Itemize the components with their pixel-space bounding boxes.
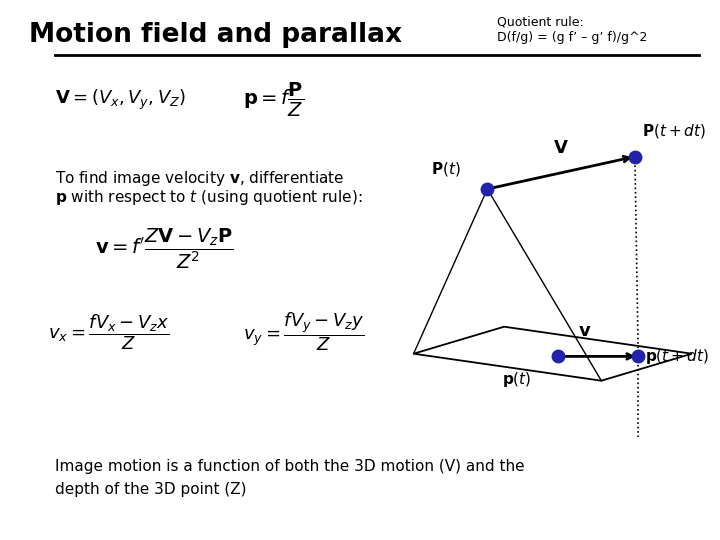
Text: Motion field and parallax: Motion field and parallax: [30, 22, 402, 48]
Text: $\mathbf{V} = (V_x, V_y, V_Z)$: $\mathbf{V} = (V_x, V_y, V_Z)$: [55, 88, 186, 112]
Text: D(f/g) = (g f’ – g’ f)/g^2: D(f/g) = (g f’ – g’ f)/g^2: [498, 31, 648, 44]
Text: $v_y = \dfrac{fV_y - V_z y}{Z}$: $v_y = \dfrac{fV_y - V_z y}{Z}$: [243, 311, 364, 353]
Text: $\mathbf{v}$: $\mathbf{v}$: [578, 322, 591, 340]
Text: $\mathbf{V}$: $\mathbf{V}$: [553, 139, 569, 157]
Text: To find image velocity $\mathbf{v}$, differentiate: To find image velocity $\mathbf{v}$, dif…: [55, 168, 344, 188]
Text: $\mathbf{p} = f\dfrac{\mathbf{P}}{Z}$: $\mathbf{p} = f\dfrac{\mathbf{P}}{Z}$: [243, 81, 304, 119]
Text: Image motion is a function of both the 3D motion (V) and the
depth of the 3D poi: Image motion is a function of both the 3…: [55, 458, 524, 497]
Text: $\mathbf{v} = f'\dfrac{Z\mathbf{V} - V_z\mathbf{P}}{Z^2}$: $\mathbf{v} = f'\dfrac{Z\mathbf{V} - V_z…: [95, 226, 234, 271]
Text: $\mathbf{p}(t)$: $\mathbf{p}(t)$: [502, 370, 531, 389]
Text: $\mathbf{P}(t)$: $\mathbf{P}(t)$: [431, 160, 461, 178]
Text: $v_x = \dfrac{fV_x - V_z x}{Z}$: $v_x = \dfrac{fV_x - V_z x}{Z}$: [48, 312, 170, 352]
Text: $\mathbf{p}(t+dt)$: $\mathbf{p}(t+dt)$: [645, 347, 708, 366]
Text: Quotient rule:: Quotient rule:: [498, 15, 584, 28]
Text: $\mathbf{P}(t+dt)$: $\mathbf{P}(t+dt)$: [642, 123, 706, 140]
Text: $\mathbf{p}$ with respect to $t$ (using quotient rule):: $\mathbf{p}$ with respect to $t$ (using …: [55, 187, 362, 207]
